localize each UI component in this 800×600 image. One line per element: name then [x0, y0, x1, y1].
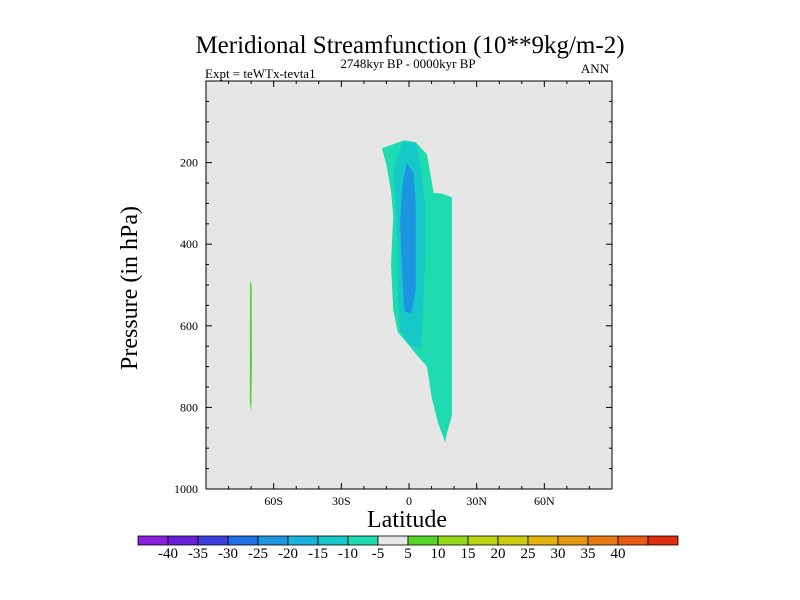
y-axis-label: Pressure (in hPa)	[117, 206, 143, 370]
colorbar-label: -5	[372, 546, 385, 562]
core-negative-20-contour	[400, 162, 416, 314]
colorbar-swatch	[167, 535, 199, 546]
colorbar-label: -10	[338, 546, 358, 562]
colorbar-swatch	[467, 535, 499, 546]
colorbar: -40 -35 -30 -25 -20 -15 -10 -5 5 10 15 20 25 30 35 40	[137, 535, 679, 562]
colorbar-swatch	[317, 535, 349, 546]
colorbar-label: -40	[158, 546, 178, 562]
contour-regions	[249, 140, 452, 443]
colorbar-label: 30	[551, 546, 566, 562]
colorbar-swatch	[197, 535, 229, 546]
x-axis-label: Latitude	[367, 507, 447, 533]
colorbar-swatch	[377, 535, 409, 546]
colorbar-label: 40	[611, 546, 626, 562]
colorbar-label: 25	[521, 546, 536, 562]
colorbar-label: 10	[431, 546, 446, 562]
y-tick-label: 1000	[174, 482, 198, 496]
sh-weak-positive-10-contour	[249, 280, 252, 412]
colorbar-swatch	[497, 535, 529, 546]
y-tick-label: 200	[180, 156, 198, 170]
colorbar-label: -20	[278, 546, 298, 562]
colorbar-swatch	[557, 535, 589, 546]
colorbar-swatch	[257, 535, 289, 546]
y-tick-label: 600	[180, 319, 198, 333]
colorbar-label: -15	[308, 546, 328, 562]
colorbar-swatch	[407, 535, 439, 546]
colorbar-swatch	[137, 535, 169, 546]
chart-title: Meridional Streamfunction (10**9kg/m-2)	[195, 32, 624, 59]
y-tick-label: 800	[180, 400, 198, 414]
colorbar-swatch	[437, 535, 469, 546]
colorbar-swatch	[227, 535, 259, 546]
colorbar-label: 20	[491, 546, 506, 562]
colorbar-label: 15	[461, 546, 476, 562]
colorbar-swatch	[287, 535, 319, 546]
colorbar-label: 5	[404, 546, 412, 562]
season-label: ANN	[581, 61, 610, 76]
colorbar-label: 35	[581, 546, 596, 562]
period-label: 2748kyr BP - 0000kyr BP	[340, 56, 475, 71]
x-tick-label: 60S	[264, 494, 283, 508]
colorbar-label: -30	[218, 546, 238, 562]
colorbar-swatch	[347, 535, 379, 546]
colorbar-swatch	[617, 535, 649, 546]
experiment-label: Expt = teWTx-tevta1	[205, 66, 316, 81]
y-axis-ticks: 200 400 600 800 1000	[174, 100, 612, 496]
x-tick-label: 0	[406, 494, 412, 508]
x-tick-label: 30S	[332, 494, 351, 508]
colorbar-label: -35	[188, 546, 208, 562]
colorbar-swatch	[527, 535, 559, 546]
x-axis-ticks: 60S 30S 0 30N 60N	[228, 81, 590, 508]
colorbar-swatch	[647, 535, 679, 546]
colorbar-label: -25	[248, 546, 268, 562]
colorbar-swatch	[587, 535, 619, 546]
x-tick-label: 30N	[466, 494, 487, 508]
y-tick-label: 400	[180, 237, 198, 251]
x-tick-label: 60N	[534, 494, 555, 508]
